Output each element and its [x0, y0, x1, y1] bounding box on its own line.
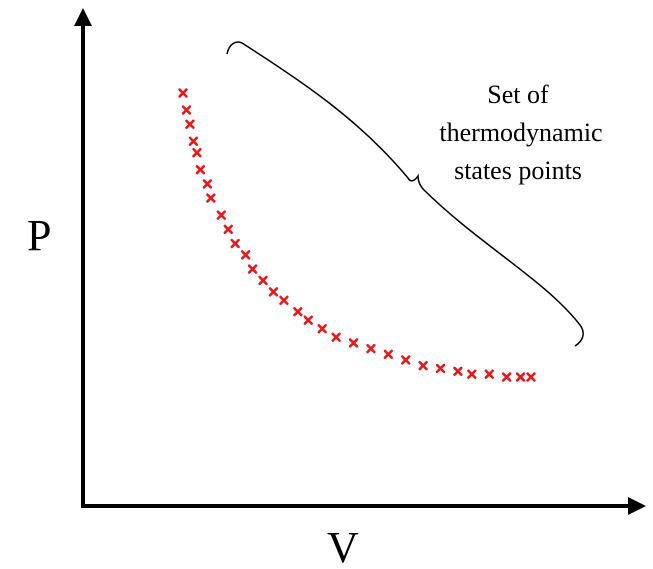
state-point-marker: [385, 351, 392, 358]
state-point-marker: [528, 374, 535, 381]
state-point-marker: [503, 374, 510, 381]
state-point-marker: [270, 288, 277, 295]
state-point-marker: [232, 240, 239, 247]
state-point-marker: [468, 371, 475, 378]
y-axis-arrowhead: [74, 8, 92, 26]
state-point-marker: [294, 308, 301, 315]
state-point-marker: [517, 374, 524, 381]
state-point-marker: [305, 317, 312, 324]
state-point-marker: [197, 166, 204, 173]
state-point-marker: [207, 195, 214, 202]
x-axis-label: V: [327, 523, 359, 569]
annotation-line-3: states points: [454, 156, 582, 185]
state-point-marker: [190, 138, 197, 145]
state-point-marker: [187, 121, 194, 128]
annotation-line-2: thermodynamic: [439, 118, 602, 147]
state-point-marker: [183, 107, 190, 114]
state-point-marker: [260, 277, 267, 284]
state-point-marker: [350, 340, 357, 347]
state-point-marker: [319, 325, 326, 332]
state-point-marker: [180, 90, 187, 97]
state-point-marker: [437, 365, 444, 372]
state-point-marker: [225, 226, 232, 233]
state-point-marker: [455, 368, 462, 375]
state-point-marker: [333, 334, 340, 341]
state-point-marker: [486, 371, 493, 378]
state-point-marker: [218, 212, 225, 219]
state-point-marker: [204, 180, 211, 187]
y-axis-label: P: [27, 211, 51, 260]
state-point-marker: [194, 149, 201, 156]
state-point-marker: [368, 345, 375, 352]
state-point-marker: [249, 266, 256, 273]
annotation-line-1: Set of: [487, 80, 549, 109]
state-point-marker: [420, 362, 427, 369]
state-point-marker: [402, 357, 409, 364]
state-point-marker: [242, 251, 249, 258]
state-point-marker: [281, 297, 288, 304]
x-axis-arrowhead: [628, 497, 646, 515]
